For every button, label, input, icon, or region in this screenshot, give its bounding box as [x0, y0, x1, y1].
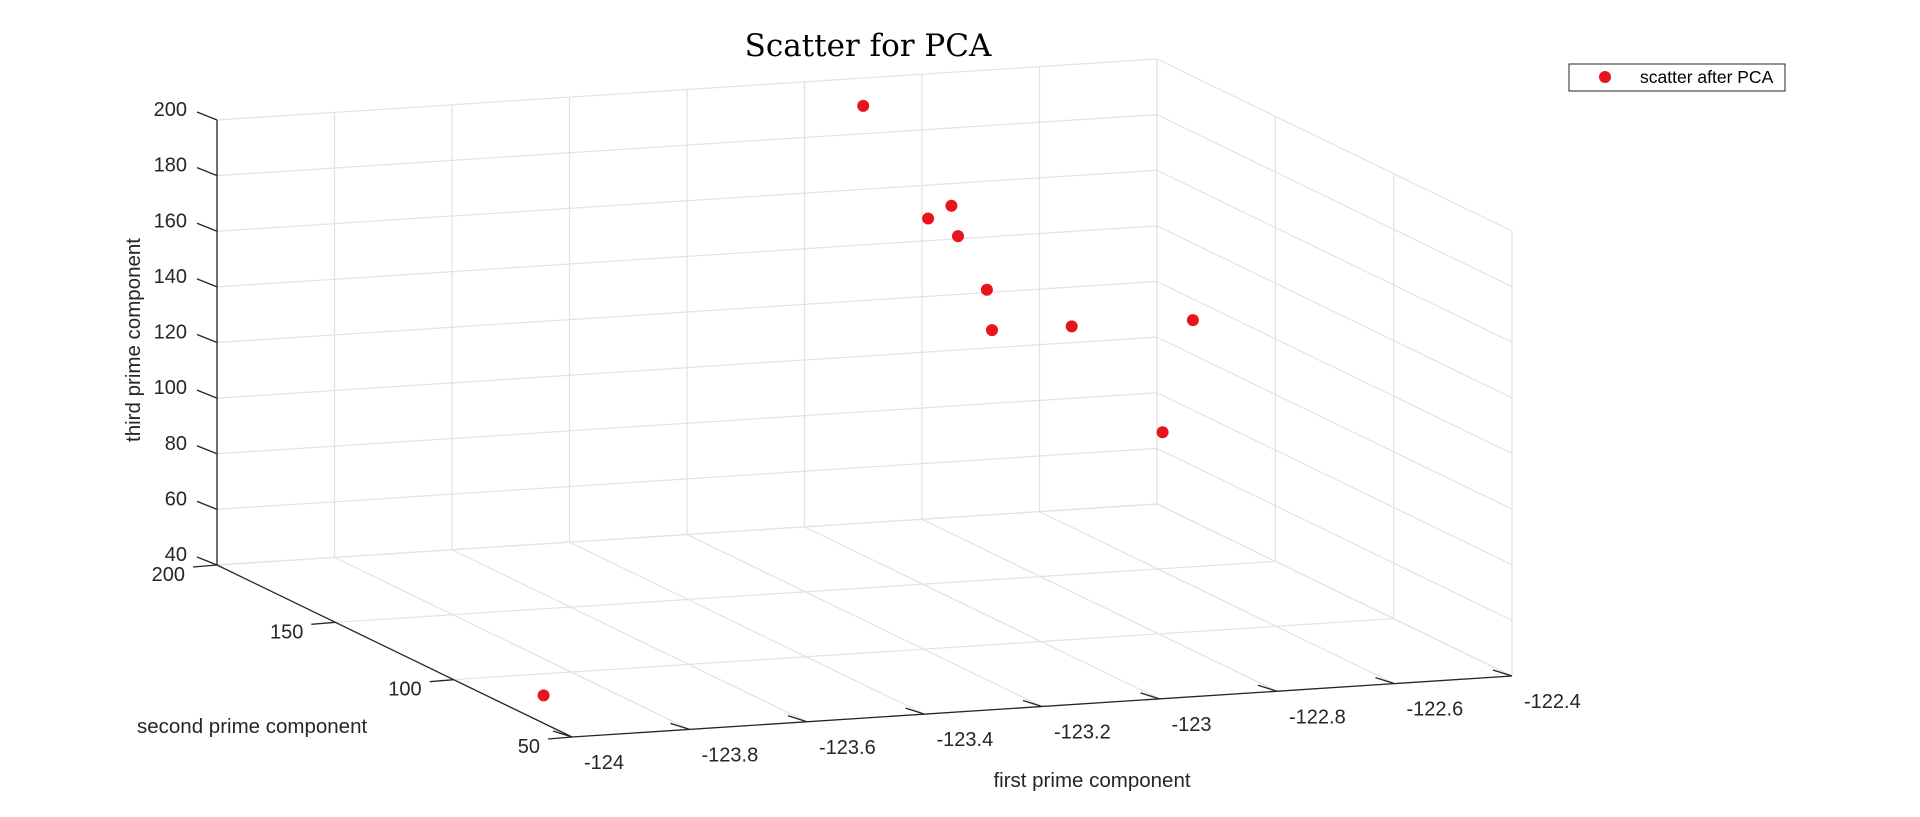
scatter-point — [1065, 320, 1078, 333]
grid-line-floor-x — [1039, 511, 1395, 685]
x-tick-mark — [670, 722, 690, 730]
grid-line-back-z — [216, 392, 1158, 455]
x-axis-label: first prime component — [993, 769, 1190, 792]
grid-line-back-z — [216, 336, 1158, 399]
y-tick-label: 200 — [152, 564, 185, 586]
y-tick-mark — [192, 564, 218, 568]
x-tick-label: -122.8 — [1289, 706, 1346, 728]
z-tick-label: 140 — [154, 266, 187, 288]
grid-line-side-z — [1156, 225, 1513, 399]
legend[interactable]: scatter after PCA — [1568, 63, 1786, 92]
x-tick-label: -123.8 — [702, 744, 759, 766]
y-tick-mark — [429, 679, 454, 683]
grid-line-floor-y — [453, 618, 1394, 681]
legend-entry-label: scatter after PCA — [1640, 67, 1774, 87]
chart-title: Scatter for PCA — [745, 28, 992, 64]
scatter-point — [857, 99, 870, 112]
z-tick-mark — [196, 445, 218, 455]
grid-line-floor-y — [335, 560, 1276, 623]
z-tick-mark — [196, 333, 218, 344]
scatter-point — [1156, 426, 1169, 439]
z-tick-mark — [196, 389, 218, 399]
axis-layer — [192, 111, 1513, 740]
grid-line-back-z — [216, 447, 1158, 510]
y-tick-label: 150 — [270, 621, 303, 643]
scatter-point — [952, 230, 964, 243]
grid-line-side-z — [1156, 336, 1513, 510]
x-tick-mark — [1257, 684, 1278, 692]
z-tick-mark — [196, 222, 218, 232]
x-tick-mark — [1492, 669, 1513, 677]
x-tick-label: -123.2 — [1054, 722, 1111, 744]
x-tick-mark — [787, 715, 808, 723]
z-tick-mark — [196, 111, 218, 121]
grid-line-side-z — [1156, 280, 1513, 455]
y-tick-label: 100 — [388, 679, 421, 701]
grid-line-side-z — [1156, 169, 1513, 343]
grid-line-floor-x — [451, 549, 808, 723]
grid-line-back-z — [216, 225, 1158, 288]
grid-line-back-z — [216, 503, 1158, 566]
grid-line-floor-x — [804, 526, 1160, 700]
x-tick-mark — [552, 730, 573, 738]
x-tick-label: -123.6 — [819, 737, 876, 759]
grid-line-floor-x — [334, 556, 690, 730]
z-tick-label: 200 — [154, 99, 187, 121]
x-tick-mark — [905, 707, 925, 715]
x-tick-label: -123.4 — [937, 729, 994, 751]
grid-line-back-z — [216, 280, 1158, 344]
x-tick-mark — [1022, 699, 1043, 708]
scatter-point — [1186, 314, 1199, 327]
z-tick-mark — [196, 278, 218, 288]
scatter-point — [986, 324, 998, 337]
z-tick-label: 100 — [154, 377, 187, 399]
z-tick-mark — [196, 500, 218, 510]
z-tick-label: 60 — [165, 488, 187, 510]
x-tick-mark — [1140, 692, 1160, 700]
scatter-point — [537, 689, 550, 702]
scatter-point — [945, 199, 958, 212]
y-tick-mark — [547, 736, 573, 740]
scatter-point — [922, 212, 935, 225]
z-tick-label: 80 — [165, 433, 187, 455]
y-tick-label: 50 — [518, 736, 540, 758]
grid-line-side-z — [1156, 114, 1513, 288]
z-tick-label: 160 — [154, 210, 187, 232]
x-tick-label: -123 — [1172, 714, 1212, 736]
grid-line-back-z — [216, 114, 1158, 177]
data-points — [537, 99, 1199, 702]
z-tick-label: 180 — [154, 155, 187, 177]
tick-labels: -124 -123.8 -123.6 -123.4 -123.2 -123 -122.8 -1… — [152, 99, 1581, 774]
grid-line-floor-x — [686, 533, 1043, 708]
x-tick-label: -124 — [584, 752, 624, 774]
grid-line-back-z — [216, 169, 1158, 232]
y-axis-label: second prime component — [137, 715, 367, 738]
z-tick-mark — [196, 556, 218, 566]
legend-marker — [1599, 71, 1611, 83]
x-tick-label: -122.4 — [1524, 691, 1581, 713]
x-tick-label: -122.6 — [1407, 699, 1464, 721]
z-tick-mark — [196, 167, 218, 177]
y-tick-mark — [311, 621, 336, 625]
z-tick-label: 40 — [165, 544, 187, 566]
grid-layer — [216, 58, 1513, 738]
z-axis-label: third prime component — [122, 238, 145, 442]
scatter-point — [980, 283, 993, 296]
x-tick-mark — [1375, 677, 1395, 685]
grid-line-floor-x — [921, 518, 1278, 692]
grid-line-back-z — [216, 58, 1158, 121]
grid-line-floor-x — [569, 541, 925, 715]
z-tick-label: 120 — [154, 322, 187, 344]
y-axis-line — [216, 564, 573, 738]
grid-line-side-z — [1156, 58, 1513, 232]
grid-line-side-z — [1156, 447, 1513, 621]
grid-line-side-z — [1156, 503, 1513, 677]
grid-line-side-z — [1156, 392, 1513, 566]
